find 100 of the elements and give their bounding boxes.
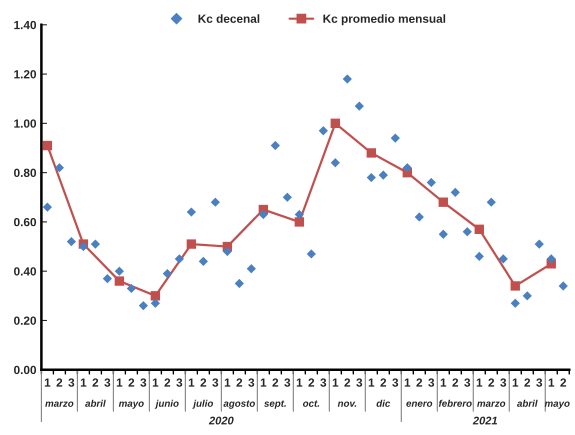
point: [198, 256, 208, 266]
x-tick-label: 3: [428, 378, 434, 387]
x-tick-label: 3: [392, 378, 398, 387]
point: [390, 134, 400, 143]
x-tick-label: 1: [44, 378, 50, 387]
point: [342, 74, 352, 84]
x-tick-label: 3: [500, 378, 506, 387]
x-tick-label: 3: [176, 378, 182, 387]
y-tick-label: 1.40: [14, 20, 36, 30]
y-tick-label: 1.00: [14, 119, 36, 128]
x-tick-label: 3: [140, 378, 146, 387]
y-tick-label: 0.40: [14, 267, 36, 276]
point: [510, 281, 520, 291]
x-tick-label: 1: [152, 378, 158, 387]
point: [174, 254, 184, 264]
x-tick-label: 2: [380, 378, 386, 387]
text: febrero: [438, 400, 472, 407]
y-tick-label: 0.20: [14, 316, 36, 325]
point: [330, 158, 340, 168]
x-tick-label: 2: [164, 378, 170, 387]
legend-label: Kc promedio mensual: [323, 14, 446, 26]
x-tick-label: 1: [188, 378, 194, 387]
point: [522, 291, 532, 300]
point: [114, 276, 124, 286]
y-tick-label: 0.80: [14, 168, 36, 178]
point: [474, 224, 484, 234]
point: [150, 298, 160, 308]
point: [246, 264, 256, 274]
point: [90, 239, 100, 249]
x-tick-label: 3: [320, 378, 326, 387]
x-tick-label: 2: [272, 378, 278, 387]
x-tick-label: 2: [488, 378, 494, 387]
text: mayo: [118, 402, 144, 409]
point: [126, 284, 136, 294]
x-tick-label: 2: [416, 378, 422, 387]
x-tick-label: 1: [404, 378, 410, 387]
x-tick-label: 3: [356, 378, 362, 387]
point: [138, 301, 148, 310]
point: [486, 198, 496, 207]
point: [42, 202, 52, 212]
x-tick-label: 1: [296, 378, 302, 387]
point: [114, 266, 124, 276]
point: [546, 254, 556, 264]
point: [498, 254, 508, 264]
x-tick-label: 3: [464, 378, 470, 387]
y-tick-label: 0.60: [14, 218, 36, 226]
y-tick-label: 1.20: [14, 70, 36, 78]
x-tick-label: 1: [80, 378, 86, 387]
point: [270, 140, 280, 150]
x-tick-label: 2: [200, 378, 206, 387]
point: [366, 172, 376, 182]
x-tick-label: 1: [440, 378, 446, 387]
text: nov.: [338, 402, 356, 407]
point: [378, 170, 388, 180]
point: [234, 278, 244, 288]
point: [438, 198, 448, 207]
text: agosto: [223, 400, 255, 409]
x-tick-label: 1: [512, 378, 518, 387]
x-tick-label: 2: [236, 378, 242, 387]
point: [366, 148, 376, 158]
point: [318, 126, 328, 136]
x-tick-label: 2: [524, 378, 530, 387]
point: [186, 239, 196, 249]
point: [558, 281, 568, 291]
point: [222, 246, 232, 256]
point: [426, 178, 436, 188]
x-tick-label: 1: [260, 378, 266, 387]
text: 2021: [472, 416, 498, 424]
point: [330, 118, 340, 128]
point: [306, 249, 316, 259]
text: marzo: [45, 402, 74, 407]
x-tick-label: 3: [536, 378, 542, 387]
text: abril: [85, 400, 106, 407]
text: dic: [376, 400, 390, 407]
x-tick-label: 2: [560, 378, 566, 387]
text: 2020: [208, 416, 234, 424]
x-tick-label: 1: [368, 378, 374, 387]
point: [78, 242, 88, 252]
x-tick-label: 3: [68, 378, 74, 387]
text: enero: [406, 402, 432, 407]
text: julio: [192, 400, 214, 409]
x-tick-label: 3: [212, 378, 218, 387]
text: oct.: [302, 400, 320, 407]
x-tick-label: 1: [548, 378, 554, 387]
x-tick-label: 2: [452, 378, 458, 387]
x-tick-label: 2: [56, 378, 62, 387]
x-tick-label: 2: [344, 378, 350, 387]
point: [66, 237, 76, 246]
x-tick-label: 1: [116, 378, 122, 387]
x-tick-label: 1: [224, 378, 230, 387]
x-tick-label: 2: [308, 378, 314, 387]
point: [162, 269, 172, 278]
x-tick-label: 1: [332, 378, 338, 387]
point: [54, 163, 64, 172]
point: [534, 239, 544, 249]
point: [510, 298, 520, 308]
legend-label: Kc decenal: [198, 14, 260, 23]
point: [282, 192, 292, 202]
point: [462, 227, 472, 236]
point: [102, 274, 112, 284]
